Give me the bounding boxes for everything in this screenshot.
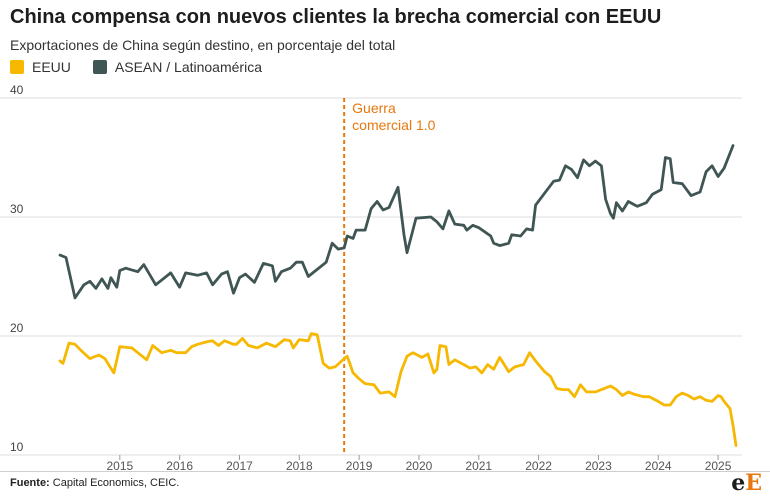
legend: EEUU ASEAN / Latinoamérica <box>10 59 284 75</box>
source-label: Fuente: <box>10 477 50 489</box>
x-tick-label-2018: 2018 <box>286 459 313 470</box>
x-tick-label-2019: 2019 <box>346 459 373 470</box>
series-line-eeuu <box>58 332 738 447</box>
x-tick-label-2025: 2025 <box>705 459 732 470</box>
chart-subtitle: Exportaciones de China según destino, en… <box>10 37 396 53</box>
legend-item-asean: ASEAN / Latinoamérica <box>92 59 262 75</box>
footer-divider <box>0 471 770 472</box>
legend-item-eeuu: EEUU <box>10 59 71 75</box>
publisher-logo: eE <box>731 470 762 496</box>
y-tick-label-40: 40 <box>10 83 24 97</box>
x-tick-label-2016: 2016 <box>166 459 193 470</box>
x-tick-label-2020: 2020 <box>406 459 433 470</box>
x-tick-label-2021: 2021 <box>465 459 492 470</box>
x-tick-label-2023: 2023 <box>585 459 612 470</box>
legend-swatch-eeuu <box>10 60 24 74</box>
x-tick-label-2022: 2022 <box>525 459 552 470</box>
line-chart: 10 20 30 40 2015 2016 2017 2018 2019 2020 2021 2022… <box>0 83 742 470</box>
x-tick-label-2015: 2015 <box>106 459 133 470</box>
legend-label-asean: ASEAN / Latinoamérica <box>114 59 262 75</box>
x-tick-label-2024: 2024 <box>645 459 672 470</box>
y-tick-label-30: 30 <box>10 202 24 216</box>
y-tick-label-20: 20 <box>10 321 24 335</box>
x-tick-label-2017: 2017 <box>226 459 253 470</box>
legend-swatch-asean <box>92 60 107 74</box>
chart-title: China compensa con nuevos clientes la br… <box>10 6 662 28</box>
legend-label-eeuu: EEUU <box>32 59 71 75</box>
annotation-label-0: Guerra <box>352 100 396 116</box>
series-line-asean-latam <box>58 144 735 300</box>
y-tick-label-10: 10 <box>10 440 24 454</box>
source-text: Capital Economics, CEIC. <box>52 477 180 489</box>
annotation-label-1: comercial 1.0 <box>352 117 435 133</box>
source-note: Fuente: Capital Economics, CEIC. <box>10 477 179 489</box>
